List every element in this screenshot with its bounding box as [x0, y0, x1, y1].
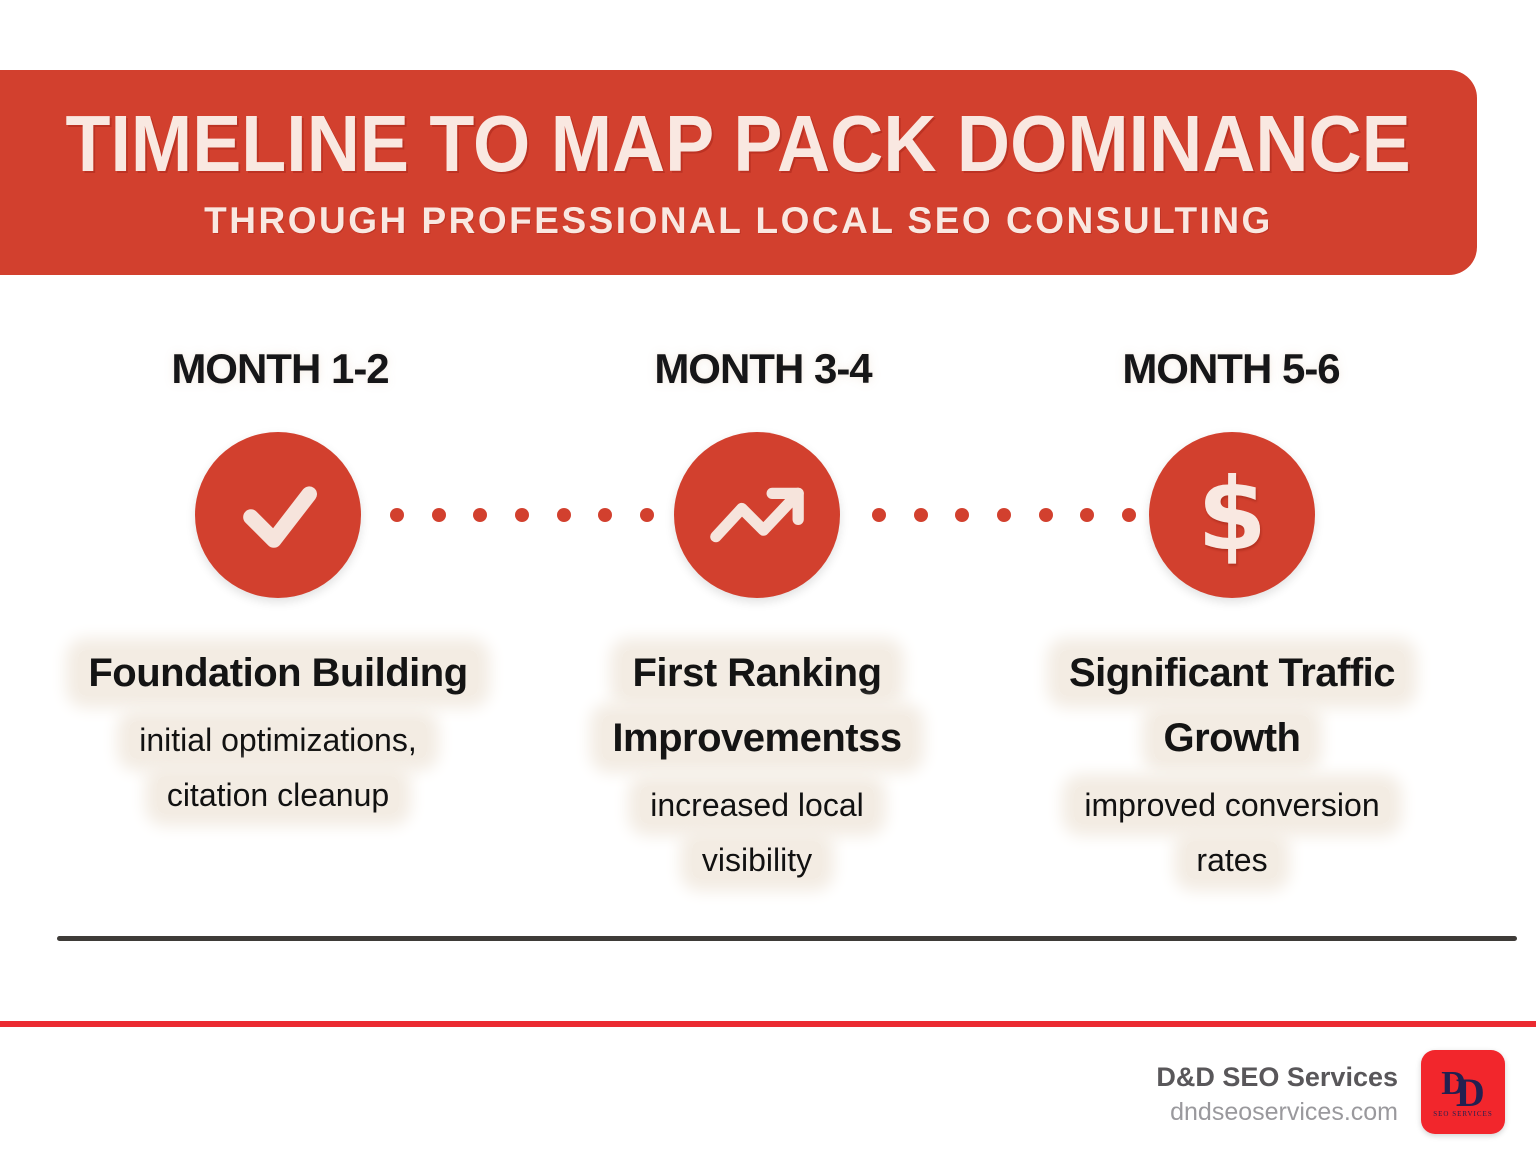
page-subtitle: THROUGH PROFESSIONAL LOCAL SEO CONSULTIN… — [204, 199, 1273, 241]
milestone-description-line: initial optimizations, — [129, 721, 427, 759]
footer-website: dndseoservices.com — [1170, 1098, 1398, 1126]
logo-caption: SEO SERVICES — [1433, 1109, 1493, 1118]
milestone-description: increased local visibility — [497, 781, 1017, 891]
month-label-2: MONTH 3-4 — [654, 345, 872, 392]
dotted-connector-2 — [872, 508, 1136, 522]
connector-dot — [1080, 508, 1095, 522]
connector-dot — [473, 508, 488, 522]
milestone-heading-line: Growth — [1153, 715, 1311, 761]
milestone-description: initial optimizations, citation cleanup — [18, 716, 538, 826]
trending-up-icon — [705, 463, 809, 567]
connector-dot — [1038, 508, 1053, 522]
milestone-description: improved conversion rates — [972, 781, 1492, 891]
connector-dot — [598, 508, 613, 522]
month-label-3: MONTH 5-6 — [1122, 345, 1340, 392]
divider-dark — [57, 936, 1517, 941]
connector-dot — [514, 508, 529, 522]
brand-logo: D D SEO SERVICES — [1421, 1050, 1505, 1134]
connector-dot — [431, 508, 446, 522]
connector-dot — [556, 508, 571, 522]
logo-monogram: D D — [1441, 1064, 1485, 1115]
connector-dot — [872, 508, 886, 522]
milestone-description-line: increased local — [640, 786, 874, 824]
milestone-heading: Significant Traffic Growth — [972, 645, 1492, 775]
month-label-1: MONTH 1-2 — [171, 345, 389, 392]
connector-dot — [996, 508, 1011, 522]
connector-dot — [639, 508, 654, 522]
header-banner: TIMELINE TO MAP PACK DOMINANCE THROUGH P… — [0, 70, 1477, 275]
milestone-circle-2 — [674, 432, 840, 598]
milestone-text-1: Foundation Building initial optimization… — [18, 645, 538, 826]
connector-dot — [955, 508, 970, 522]
check-icon — [226, 463, 330, 567]
milestone-description-line: visibility — [691, 841, 823, 879]
milestone-heading-line: Significant Traffic — [1058, 650, 1406, 696]
milestone-heading: Foundation Building — [18, 645, 538, 710]
milestone-description-line: citation cleanup — [156, 776, 400, 814]
footer-company-name: D&D SEO Services — [1156, 1062, 1398, 1092]
milestone-circle-3: $ — [1149, 432, 1315, 598]
milestone-heading-line: Foundation Building — [78, 650, 478, 696]
milestone-description-line: improved conversion — [1074, 786, 1390, 824]
milestone-text-3: Significant Traffic Growth improved conve… — [972, 645, 1492, 891]
divider-red — [0, 1021, 1536, 1027]
milestone-heading-line: Improvementss — [602, 715, 912, 761]
connector-dot — [913, 508, 928, 522]
page-title: TIMELINE TO MAP PACK DOMINANCE — [65, 98, 1412, 188]
connector-dot — [1121, 508, 1136, 522]
dollar-icon: $ — [1197, 456, 1267, 573]
connector-dot — [390, 508, 404, 522]
milestone-text-2: First Ranking Improvementss increased loc… — [497, 645, 1017, 891]
milestone-circle-1 — [195, 432, 361, 598]
milestone-heading: First Ranking Improvementss — [497, 645, 1017, 775]
milestone-heading-line: First Ranking — [622, 650, 892, 696]
milestone-description-line: rates — [1186, 841, 1278, 879]
dotted-connector-1 — [390, 508, 654, 522]
